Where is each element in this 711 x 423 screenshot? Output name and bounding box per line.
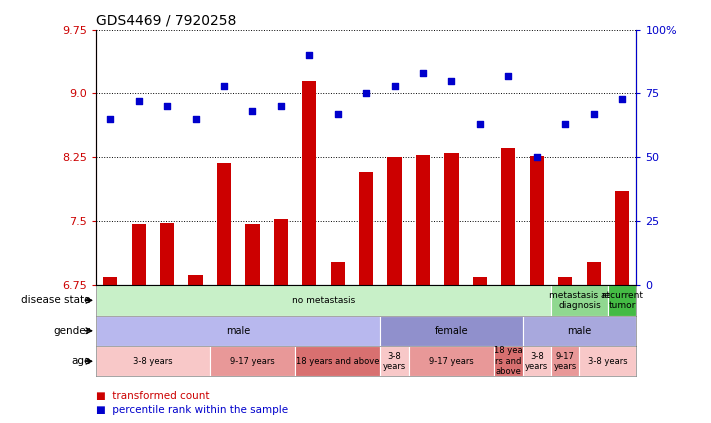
Point [446, 77, 457, 84]
Point [616, 95, 628, 102]
Point [275, 103, 287, 110]
Text: 18 years and above: 18 years and above [296, 357, 380, 366]
Bar [615, 192, 629, 285]
Text: 3-8
years: 3-8 years [383, 352, 406, 371]
Text: 18 yea
rs and
above: 18 yea rs and above [494, 346, 523, 376]
Bar [579, 346, 636, 376]
Point [360, 90, 372, 97]
Text: 3-8
years: 3-8 years [525, 352, 548, 371]
Point [560, 121, 571, 127]
Point [503, 72, 514, 79]
Text: 9-17
years: 9-17 years [554, 352, 577, 371]
Point [332, 110, 343, 117]
Bar [380, 346, 409, 376]
Bar [523, 346, 551, 376]
Text: 3-8 years: 3-8 years [133, 357, 173, 366]
Bar [132, 224, 146, 285]
Point [588, 110, 599, 117]
Text: ■  percentile rank within the sample: ■ percentile rank within the sample [96, 405, 288, 415]
Text: 9-17 years: 9-17 years [230, 357, 274, 366]
Bar [295, 346, 380, 376]
Bar [473, 277, 487, 285]
Bar [587, 262, 601, 285]
Text: male: male [226, 326, 250, 336]
Point [304, 52, 315, 58]
Bar [245, 224, 260, 285]
Text: metastasis at
diagnosis: metastasis at diagnosis [549, 291, 610, 310]
Bar [444, 153, 459, 285]
Text: disease state: disease state [21, 295, 90, 305]
Point [474, 121, 486, 127]
Bar [608, 285, 636, 316]
Bar [380, 316, 523, 346]
Text: male: male [567, 326, 592, 336]
Text: 3-8 years: 3-8 years [588, 357, 628, 366]
Bar [302, 81, 316, 285]
Bar [160, 223, 174, 285]
Text: age: age [71, 356, 90, 366]
Bar [501, 148, 515, 285]
Bar [96, 285, 551, 316]
Bar [96, 346, 210, 376]
Bar [387, 157, 402, 285]
Bar [551, 285, 608, 316]
Bar [210, 346, 295, 376]
Point [417, 70, 429, 77]
Bar [331, 262, 345, 285]
Point [105, 115, 116, 122]
Bar [359, 172, 373, 285]
Point [389, 82, 400, 89]
Text: GDS4469 / 7920258: GDS4469 / 7920258 [96, 13, 236, 27]
Bar [103, 277, 117, 285]
Text: gender: gender [53, 326, 90, 336]
Bar [409, 346, 494, 376]
Bar [551, 346, 579, 376]
Point [161, 103, 173, 110]
Text: female: female [434, 326, 469, 336]
Point [531, 154, 542, 161]
Bar [188, 275, 203, 285]
Text: recurrent
tumor: recurrent tumor [601, 291, 643, 310]
Point [218, 82, 230, 89]
Point [190, 115, 201, 122]
Point [247, 108, 258, 115]
Text: 9-17 years: 9-17 years [429, 357, 474, 366]
Point [133, 98, 144, 104]
Bar [523, 316, 636, 346]
Bar [96, 316, 380, 346]
Bar [217, 163, 231, 285]
Bar [274, 219, 288, 285]
Bar [558, 277, 572, 285]
Text: no metastasis: no metastasis [292, 296, 355, 305]
Bar [494, 346, 523, 376]
Bar [530, 156, 544, 285]
Bar [416, 155, 430, 285]
Text: ■  transformed count: ■ transformed count [96, 390, 210, 401]
